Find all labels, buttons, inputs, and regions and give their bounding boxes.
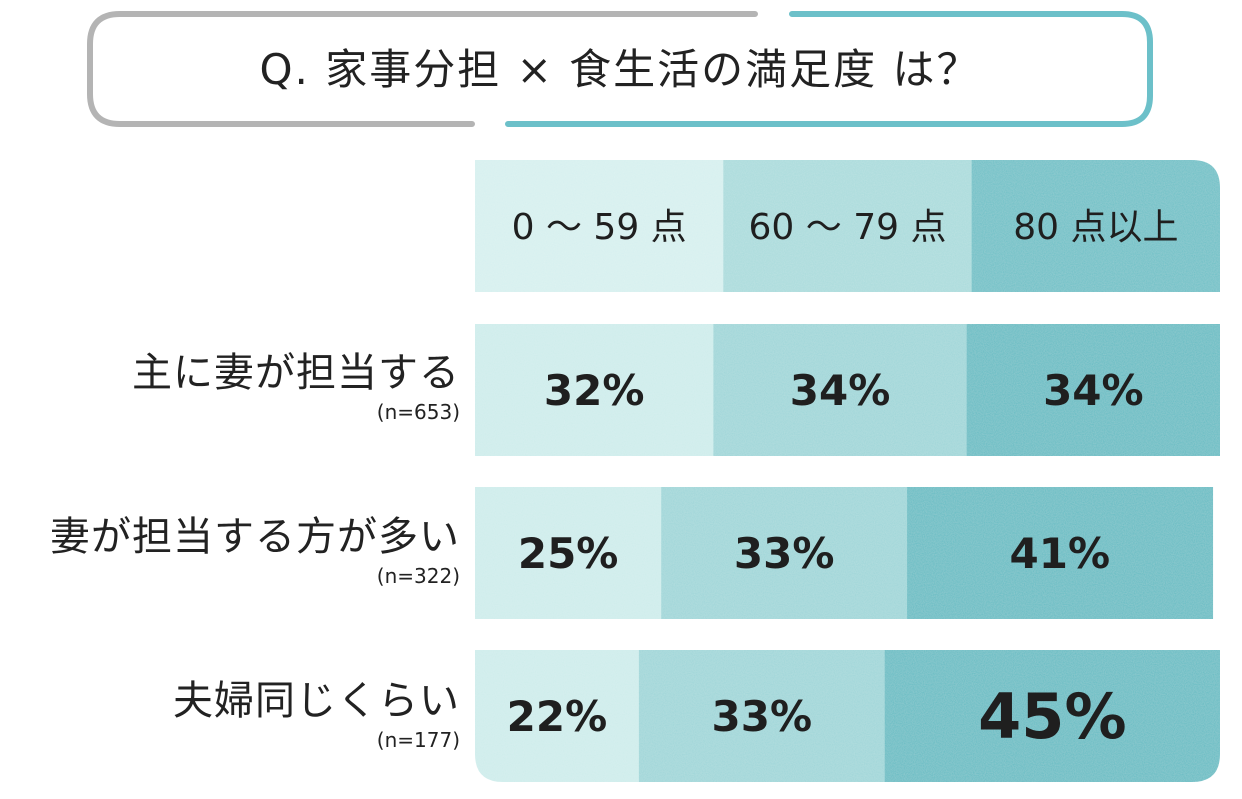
bar-segment bbox=[475, 650, 640, 782]
stacked-bar-chart: 0 〜 59 点 60 〜 79 点 80 点以上 32% 34% 34% 25% 33% 41… bbox=[475, 160, 1220, 782]
legend-header-cell bbox=[723, 160, 973, 292]
chart-title: Q. 家事分担 × 食生活の満足度 は？ bbox=[259, 45, 981, 94]
row-label-2: 夫婦同じくらい (n=177) bbox=[173, 676, 460, 754]
row-label-n: (n=177) bbox=[376, 728, 460, 752]
bar-segment bbox=[884, 650, 1220, 782]
bar-segment bbox=[475, 324, 714, 456]
row-label-n: (n=653) bbox=[376, 400, 460, 424]
row-label-main: 夫婦同じくらい bbox=[173, 678, 460, 724]
legend-label: 80 点以上 bbox=[1013, 207, 1178, 248]
legend-header-cell bbox=[475, 160, 724, 292]
bar-value-label: 22% bbox=[507, 692, 608, 741]
title-frame-gray bbox=[87, 11, 758, 127]
bar-value-label: 25% bbox=[518, 529, 619, 578]
row-label-1: 妻が担当する方が多い (n=322) bbox=[50, 512, 460, 590]
bar-segment bbox=[661, 487, 908, 619]
bar-value-label: 34% bbox=[790, 366, 891, 415]
row-label-n: (n=322) bbox=[376, 564, 460, 588]
legend-label: 0 〜 59 点 bbox=[512, 207, 687, 248]
row-label-main: 主に妻が担当する bbox=[132, 350, 460, 396]
row-label-main: 妻が担当する方が多い bbox=[50, 514, 460, 560]
bar-segment bbox=[907, 487, 1214, 619]
title-frame-teal bbox=[505, 11, 1153, 127]
bar-value-label: 45% bbox=[978, 680, 1126, 753]
row-label-0: 主に妻が担当する (n=653) bbox=[132, 348, 460, 426]
bar-segment bbox=[475, 487, 662, 619]
bar-value-label: 41% bbox=[1010, 529, 1111, 578]
title-frame bbox=[87, 11, 1153, 127]
bar-segment bbox=[638, 650, 886, 782]
bar-segment bbox=[966, 324, 1220, 456]
bar-segment bbox=[713, 324, 968, 456]
bar-value-label: 34% bbox=[1043, 366, 1144, 415]
legend-label: 60 〜 79 点 bbox=[749, 207, 947, 248]
bar-value-label: 33% bbox=[734, 529, 835, 578]
legend-header-cell bbox=[971, 160, 1220, 292]
bar-value-label: 33% bbox=[712, 692, 813, 741]
bar-value-label: 32% bbox=[544, 366, 645, 415]
